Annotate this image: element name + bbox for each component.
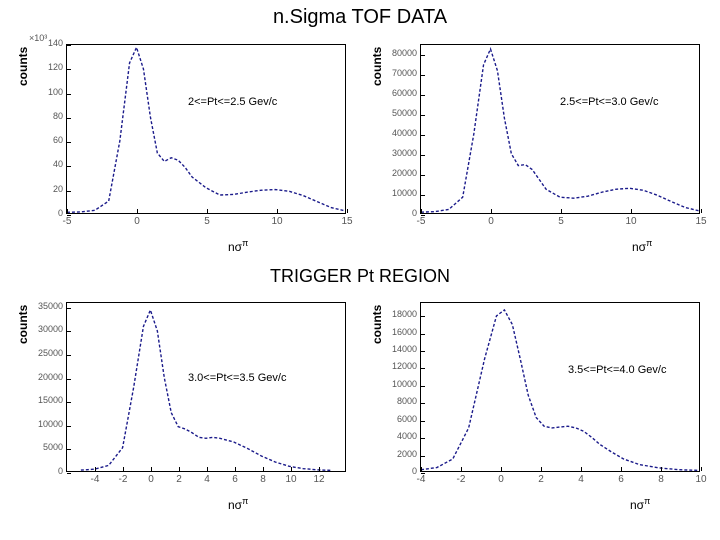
x-tick: -4 — [417, 474, 426, 485]
y-tick: 100 — [27, 87, 63, 97]
panel-tr: counts -50510150100002000030000400005000… — [372, 36, 712, 256]
y-tick: 60 — [27, 135, 63, 145]
y-tick: 70000 — [381, 68, 417, 78]
panel-label: 3.5<=Pt<=4.0 Gev/c — [568, 364, 666, 376]
plot-frame-br: -4-2024681002000400060008000100001200014… — [420, 302, 700, 472]
x-tick: 4 — [204, 474, 210, 485]
y-tick: 14000 — [381, 344, 417, 354]
x-tick: 10 — [625, 216, 636, 227]
x-axis-label: nσπ — [630, 496, 650, 512]
x-tick: 8 — [260, 474, 266, 485]
x-tick: 12 — [313, 474, 324, 485]
y-tick: 4000 — [381, 431, 417, 441]
y-tick: 0 — [27, 208, 63, 218]
x-tick: 10 — [285, 474, 296, 485]
x-tick: 0 — [134, 216, 140, 227]
y-tick: 80000 — [381, 48, 417, 58]
y-tick: 0 — [27, 466, 63, 476]
y-tick: 40000 — [381, 128, 417, 138]
x-tick: 6 — [232, 474, 238, 485]
x-tick: 0 — [488, 216, 494, 227]
y-tick: 0 — [381, 466, 417, 476]
x-tick: 0 — [148, 474, 154, 485]
x-axis-label: nσπ — [228, 496, 248, 512]
y-tick: 10000 — [27, 419, 63, 429]
y-tick: 5000 — [27, 442, 63, 452]
y-tick: 120 — [27, 62, 63, 72]
y-tick: 8000 — [381, 396, 417, 406]
y-tick: 10000 — [381, 188, 417, 198]
y-tick: 30000 — [381, 148, 417, 158]
subtitle: TRIGGER Pt REGION — [0, 266, 720, 287]
x-tick: 2 — [538, 474, 544, 485]
page-title: n.Sigma TOF DATA — [0, 6, 720, 29]
x-tick: 0 — [498, 474, 504, 485]
y-tick: 18000 — [381, 309, 417, 319]
y-tick: 80 — [27, 111, 63, 121]
x-tick: 2 — [176, 474, 182, 485]
y-tick: 35000 — [27, 301, 63, 311]
y-tick: 12000 — [381, 361, 417, 371]
x-tick: -2 — [457, 474, 466, 485]
y-tick: 20000 — [27, 372, 63, 382]
x-tick: 4 — [578, 474, 584, 485]
y-tick: 15000 — [27, 395, 63, 405]
y-tick: 2000 — [381, 449, 417, 459]
y-tick: 60000 — [381, 88, 417, 98]
x-tick: 5 — [204, 216, 210, 227]
x-tick: 6 — [618, 474, 624, 485]
x-tick: 10 — [271, 216, 282, 227]
plot-frame-tr: -505101501000020000300004000050000600007… — [420, 44, 700, 214]
y-tick: 50000 — [381, 108, 417, 118]
plot-frame-tl: -5051015020406080100120140×10³ — [66, 44, 346, 214]
x-tick: -2 — [119, 474, 128, 485]
plot-frame-bl: -4-2024681012050001000015000200002500030… — [66, 302, 346, 472]
x-tick: 15 — [341, 216, 352, 227]
panel-label: 3.0<=Pt<=3.5 Gev/c — [188, 372, 286, 384]
x-tick: 5 — [558, 216, 564, 227]
x-tick: 10 — [695, 474, 706, 485]
y-exponent: ×10³ — [29, 33, 47, 43]
panel-tl: counts -5051015020406080100120140×10³ 2<… — [18, 36, 358, 256]
x-tick: -5 — [417, 216, 426, 227]
panel-label: 2.5<=Pt<=3.0 Gev/c — [560, 96, 658, 108]
y-tick: 6000 — [381, 414, 417, 424]
x-tick: -5 — [63, 216, 72, 227]
x-tick: 8 — [658, 474, 664, 485]
y-tick: 20000 — [381, 168, 417, 178]
x-tick: -4 — [91, 474, 100, 485]
y-tick: 20 — [27, 184, 63, 194]
y-tick: 25000 — [27, 348, 63, 358]
x-axis-label: nσπ — [632, 238, 652, 254]
x-axis-label: nσπ — [228, 238, 248, 254]
panel-label: 2<=Pt<=2.5 Gev/c — [188, 96, 277, 108]
y-tick: 40 — [27, 159, 63, 169]
y-tick: 0 — [381, 208, 417, 218]
panel-br: counts -4-202468100200040006000800010000… — [372, 294, 712, 514]
x-tick: 15 — [695, 216, 706, 227]
y-tick: 16000 — [381, 327, 417, 337]
y-tick: 30000 — [27, 324, 63, 334]
y-tick: 10000 — [381, 379, 417, 389]
panel-bl: counts -4-202468101205000100001500020000… — [18, 294, 358, 514]
